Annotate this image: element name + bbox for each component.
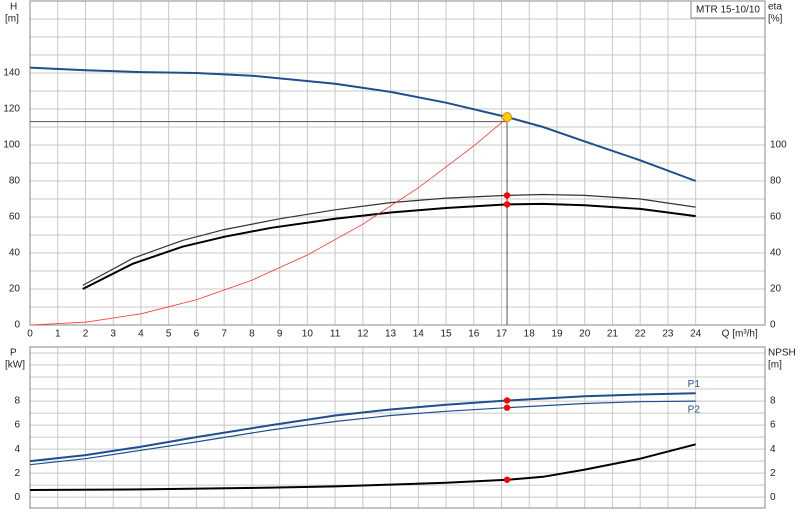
y2-tick-label: 0	[770, 320, 776, 331]
y2-axis-unit: [%]	[768, 14, 783, 25]
x-tick-label: 2	[83, 329, 89, 340]
y-tick-label: 0	[14, 320, 20, 331]
x-tick-label: 10	[302, 329, 314, 340]
y-tick-label: 2	[14, 468, 20, 479]
x-axis-label: Q [m³/h]	[722, 329, 758, 340]
curve-label: P1	[688, 379, 701, 390]
x-tick-label: 4	[138, 329, 144, 340]
x-tick-label: 24	[690, 329, 702, 340]
y-axis-unit: [kW]	[5, 360, 25, 371]
y2-tick-label: 80	[770, 176, 782, 187]
x-tick-label: 6	[194, 329, 200, 340]
x-tick-label: 18	[524, 329, 536, 340]
x-tick-label: 9	[277, 329, 283, 340]
y-tick-label: 120	[3, 104, 20, 115]
curve	[29, 400, 696, 466]
y2-tick-label: 100	[770, 140, 787, 151]
plot-frame	[29, 346, 766, 509]
y2-tick-label: 4	[770, 444, 776, 455]
x-tick-label: 23	[662, 329, 674, 340]
curve	[82, 202, 696, 290]
plot-area	[30, 347, 765, 508]
operating-point	[503, 397, 511, 404]
y-tick-label: 8	[14, 396, 20, 407]
plot-frame	[29, 0, 766, 326]
y-tick-label: 100	[3, 140, 20, 151]
y-axis-label: P	[10, 348, 17, 359]
y2-axis-label: eta	[768, 2, 782, 13]
operating-point	[503, 192, 511, 199]
y-tick-label: 40	[9, 248, 21, 259]
y-axis-unit: [m]	[5, 14, 19, 25]
y-tick-label: 0	[14, 492, 20, 503]
operating-point	[502, 112, 513, 123]
y2-tick-label: 6	[770, 420, 776, 431]
y2-tick-label: 2	[770, 468, 776, 479]
curve-label: P2	[688, 405, 701, 416]
operating-point	[503, 201, 511, 208]
operating-point	[503, 404, 511, 411]
curve	[82, 193, 696, 286]
x-tick-label: 21	[607, 329, 619, 340]
x-tick-label: 19	[551, 329, 563, 340]
y-tick-label: 140	[3, 68, 20, 79]
x-tick-label: 7	[221, 329, 227, 340]
x-tick-label: 13	[385, 329, 397, 340]
curve	[29, 66, 697, 182]
x-tick-label: 17	[496, 329, 508, 340]
x-tick-label: 14	[413, 329, 425, 340]
y-tick-label: 60	[9, 212, 21, 223]
y2-tick-label: 0	[770, 492, 776, 503]
operating-point	[503, 476, 511, 483]
y-tick-label: 80	[9, 176, 21, 187]
y2-tick-label: 60	[770, 212, 782, 223]
y2-tick-label: 40	[770, 248, 782, 259]
curve	[29, 392, 696, 463]
x-tick-label: 20	[579, 329, 591, 340]
x-tick-label: 11	[330, 329, 341, 340]
x-tick-label: 16	[468, 329, 480, 340]
chart-title: MTR 15-10/10	[696, 5, 760, 16]
y2-tick-label: 8	[770, 396, 776, 407]
curve	[29, 443, 696, 491]
x-tick-label: 5	[166, 329, 172, 340]
x-tick-label: 22	[635, 329, 647, 340]
x-tick-label: 1	[55, 329, 61, 340]
y2-axis-label: NPSH	[768, 348, 796, 359]
x-tick-label: 15	[440, 329, 452, 340]
y2-tick-label: 20	[770, 284, 782, 295]
y-tick-label: 4	[14, 444, 20, 455]
curve	[29, 117, 508, 326]
x-tick-label: 3	[110, 329, 116, 340]
x-tick-label: 8	[249, 329, 255, 340]
x-tick-label: 0	[27, 329, 33, 340]
y-tick-label: 20	[9, 284, 21, 295]
x-tick-label: 12	[357, 329, 369, 340]
y-axis-label: H	[10, 2, 17, 13]
y-tick-label: 6	[14, 420, 20, 431]
y2-axis-unit: [m]	[768, 360, 782, 371]
title-box	[690, 0, 766, 19]
